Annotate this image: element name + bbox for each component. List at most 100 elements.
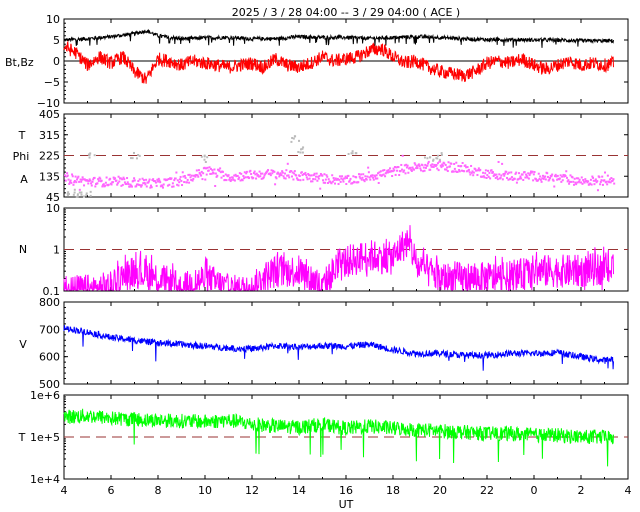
field-angle-point <box>363 180 366 183</box>
field-angle-point <box>395 166 398 169</box>
field-angle-point <box>150 186 153 189</box>
field-angle-ytick-label: 45 <box>46 191 60 204</box>
field-angle-point <box>503 172 506 175</box>
field-angle-point <box>476 173 479 176</box>
field-angle-point <box>222 174 225 177</box>
field-angle-point <box>245 170 248 173</box>
field-angle-point <box>199 173 202 176</box>
field-angle-point <box>601 183 604 186</box>
field-angle-point <box>525 173 528 176</box>
field-angle-point <box>358 175 361 178</box>
field-angle-point <box>129 157 132 160</box>
field-angle-point <box>66 193 69 196</box>
field-angle-point <box>198 171 201 174</box>
field-angle-point <box>187 173 190 176</box>
field-angle-point <box>344 175 347 178</box>
temperature-ytick-label: 1e+4 <box>30 473 60 486</box>
field-angle-point <box>424 166 427 169</box>
field-angle-point <box>90 184 93 187</box>
field-angle-point <box>82 178 85 181</box>
field-angle-point <box>304 171 307 174</box>
density-n-series-line <box>63 225 614 292</box>
field-angle-point <box>577 180 580 183</box>
field-angle-point <box>336 177 339 180</box>
field-angle-point <box>322 181 325 184</box>
field-angle-point <box>277 172 280 175</box>
field-angle-point <box>72 183 75 186</box>
field-angle-point <box>168 183 171 186</box>
field-angle-point <box>610 177 613 180</box>
field-angle-point <box>154 180 157 183</box>
field-angle-point <box>185 181 188 184</box>
field-angle-point <box>159 181 162 184</box>
field-angle-point <box>145 178 148 181</box>
field-angle-point <box>436 167 439 170</box>
field-angle-point <box>518 172 521 175</box>
field-angle-point <box>533 171 536 174</box>
field-angle-point <box>379 170 382 173</box>
field-angle-ytick-label: 225 <box>39 150 60 163</box>
field-angle-point <box>566 180 569 183</box>
field-angle-point <box>105 176 108 179</box>
x-tick-label: 2 <box>578 484 585 497</box>
field-angle-point <box>399 170 402 173</box>
field-angle-point <box>529 172 532 175</box>
field-angle-point <box>593 183 596 186</box>
field-angle-point <box>582 179 585 182</box>
field-angle-point <box>286 162 289 165</box>
field-angle-point <box>569 174 572 177</box>
field-angle-point <box>572 180 575 183</box>
field-angle-point <box>510 171 513 174</box>
field-angle-point <box>133 177 136 180</box>
field-angle-point <box>342 180 345 183</box>
field-angle-point <box>538 177 541 180</box>
field-angle-point <box>413 162 416 165</box>
field-angle-point <box>244 176 247 179</box>
field-angle-point <box>349 177 352 180</box>
field-angle-point <box>234 173 237 176</box>
field-angle-ytick-label: 405 <box>39 108 60 121</box>
field-angle-point <box>236 174 239 177</box>
field-angle-point <box>161 186 164 189</box>
x-tick-label: 8 <box>155 484 162 497</box>
field-angle-point <box>178 181 181 184</box>
field-angle-point <box>176 179 179 182</box>
field-angle-point <box>464 164 467 167</box>
field-angle-point <box>71 175 74 178</box>
field-angle-point <box>392 167 395 170</box>
field-angle-point <box>574 181 577 184</box>
field-angle-point <box>465 166 468 169</box>
field-angle-point <box>444 163 447 166</box>
field-angle-point <box>238 176 241 179</box>
field-angle-point <box>394 173 397 176</box>
field-angle-point <box>600 179 603 182</box>
field-angle-point <box>596 189 599 192</box>
field-angle-point <box>174 177 177 180</box>
field-angle-point <box>140 185 143 188</box>
field-angle-point <box>515 171 518 174</box>
field-angle-point <box>484 172 487 175</box>
field-angle-point <box>369 178 372 181</box>
field-angle-point <box>184 176 187 179</box>
speed-ytick-label: 800 <box>39 296 60 309</box>
x-tick-label: 4 <box>61 484 68 497</box>
field-angle-point <box>565 170 568 173</box>
field-angle-point <box>287 174 290 177</box>
field-angle-point <box>129 183 132 186</box>
field-angle-point <box>182 175 185 178</box>
field-angle-point <box>243 171 246 174</box>
field-angle-point <box>531 170 534 173</box>
field-angle-point <box>377 181 380 184</box>
field-angle-point <box>518 177 521 180</box>
field-angle-point <box>438 158 441 161</box>
field-angle-point <box>82 195 85 198</box>
field-angle-point <box>205 173 208 176</box>
field-angle-point <box>460 165 463 168</box>
field-angle-point <box>73 181 76 184</box>
field-angle-point <box>78 188 81 191</box>
field-angle-point <box>133 179 136 182</box>
field-angle-point <box>346 177 348 180</box>
field-angle-point <box>409 166 412 169</box>
field-angle-point <box>552 179 555 182</box>
field-angle-point <box>230 178 233 181</box>
